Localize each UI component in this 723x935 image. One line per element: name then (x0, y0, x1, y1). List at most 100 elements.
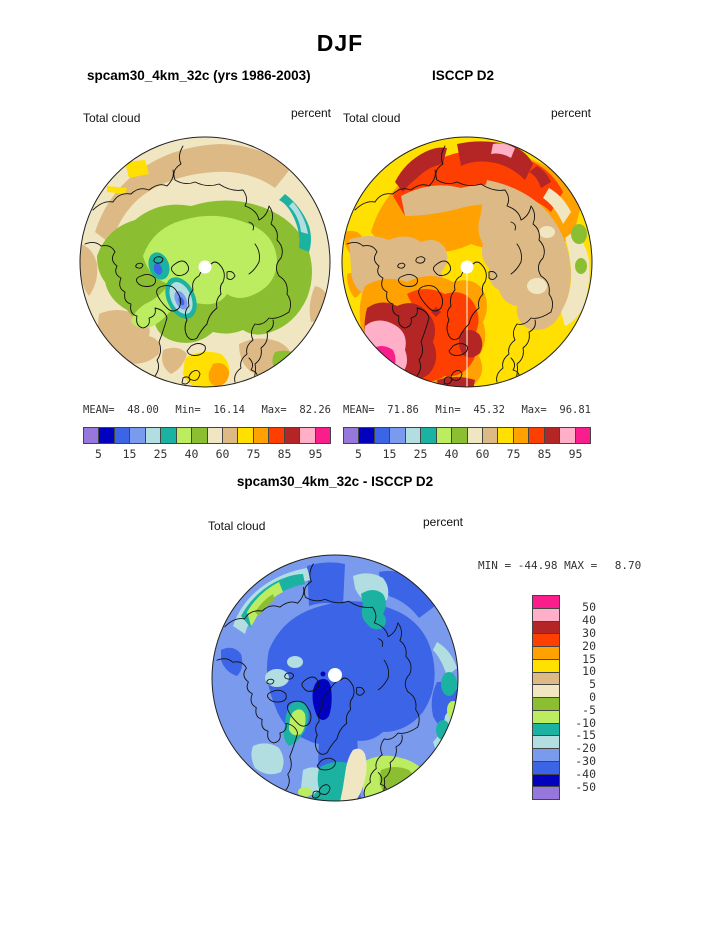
colorbar-tick-label: 95 (568, 447, 583, 461)
colorbar-tick-label: -40 (575, 766, 596, 781)
colorbar-cell (404, 427, 422, 444)
colorbar-cell (252, 427, 270, 444)
colorbar-cell (98, 427, 115, 444)
colorbar-cell (559, 427, 576, 444)
colorbar-tick-label: 50 (582, 600, 596, 615)
colorbar-tick-label: 95 (308, 447, 323, 461)
colorbar-cell (532, 646, 560, 660)
mean-value: 71.86 (387, 404, 419, 416)
left-colorbar-ticks: 5 15 25 40 60 75 85 95 (83, 447, 343, 461)
left-stats-row: MEAN= 48.00 Min= 16.14 Max= 82.26 (83, 404, 331, 416)
colorbar-tick-label: 10 (582, 664, 596, 679)
colorbar-cell (268, 427, 285, 444)
colorbar-cell (358, 427, 375, 444)
left-field-label: Total cloud (83, 111, 141, 125)
min-value: 16.14 (213, 404, 245, 416)
right-field-label: Total cloud (343, 111, 401, 125)
colorbar-tick-label: 20 (582, 638, 596, 653)
map-model-total-cloud (79, 136, 331, 388)
colorbar-cell (532, 620, 560, 635)
left-panel-title: spcam30_4km_32c (yrs 1986-2003) (87, 68, 311, 83)
left-colorbar (83, 427, 331, 444)
colorbar-cell (299, 427, 316, 444)
colorbar-tick-label: 15 (122, 447, 137, 461)
mean-label: MEAN= (343, 404, 375, 416)
colorbar-cell (373, 427, 391, 444)
pole-dot (198, 260, 212, 274)
colorbar-cell (532, 722, 560, 737)
colorbar-cell (532, 633, 560, 647)
colorbar-cell (532, 684, 560, 698)
colorbar-tick-label: 40 (444, 447, 459, 461)
diff-min-label: MIN = (478, 559, 512, 572)
colorbar-cell (481, 427, 499, 444)
diff-max-label: MAX = (564, 559, 598, 572)
max-label: Max= (261, 404, 287, 416)
colorbar-cell (574, 427, 591, 444)
right-panel-title: ISCCP D2 (432, 68, 495, 83)
mean-value: 48.00 (127, 404, 159, 416)
colorbar-cell (466, 427, 483, 444)
colorbar-cell (237, 427, 254, 444)
colorbar-cell (532, 760, 560, 775)
colorbar-tick-label: -10 (575, 715, 596, 730)
colorbar-cell (160, 427, 177, 444)
colorbar-cell (532, 748, 560, 762)
colorbar-cell (420, 427, 437, 444)
colorbar-tick-label: 85 (537, 447, 552, 461)
colorbar-cell (532, 773, 560, 788)
colorbar-cell (221, 427, 239, 444)
colorbar-tick-label: -30 (575, 754, 596, 769)
max-label: Max= (521, 404, 547, 416)
colorbar-cell (113, 427, 131, 444)
colorbar-cell (191, 427, 208, 444)
colorbar-tick-label: 25 (153, 447, 168, 461)
colorbar-cell (435, 427, 453, 444)
colorbar-cell (532, 786, 560, 800)
colorbar-cell (175, 427, 193, 444)
colorbar-cell (532, 735, 560, 749)
colorbar-cell (543, 427, 561, 444)
map-boundary (79, 136, 331, 388)
min-label: Min= (435, 404, 461, 416)
colorbar-tick-label: 30 (582, 625, 596, 640)
colorbar-tick-label: -5 (582, 702, 596, 717)
colorbar-cell (528, 427, 545, 444)
diff-max-value: 8.70 (614, 559, 642, 572)
colorbar-tick-label: -50 (575, 779, 596, 794)
colorbar-cell (389, 427, 406, 444)
colorbar-cell (314, 427, 331, 444)
right-units-label: percent (550, 106, 591, 120)
diff-stats-row: MIN = -44.98 MAX = 8.70 (478, 559, 641, 572)
colorbar-tick-label: 40 (184, 447, 199, 461)
pole-dot (328, 668, 342, 682)
colorbar-cell (532, 709, 560, 724)
colorbar-tick-label: 5 (355, 447, 362, 461)
colorbar-cell (451, 427, 468, 444)
colorbar-tick-label: 75 (246, 447, 261, 461)
colorbar-cell (283, 427, 301, 444)
max-value: 96.81 (559, 404, 591, 416)
colorbar-cell (532, 607, 560, 622)
colorbar-tick-label: 75 (506, 447, 521, 461)
mean-label: MEAN= (83, 404, 115, 416)
colorbar-tick-label: 60 (475, 447, 490, 461)
colorbar-cell (532, 671, 560, 686)
diff-min-value: -44.98 (517, 559, 558, 572)
diff-colorbar (532, 595, 560, 800)
min-label: Min= (175, 404, 201, 416)
colorbar-cell (144, 427, 162, 444)
diff-colorbar-ticks: 50 40 30 20 15 10 5 0 -5 -10 -15 -20 -30 -40 -50 (562, 595, 596, 800)
right-stats-row: MEAN= 71.86 Min= 45.32 Max= 96.81 (343, 404, 591, 416)
colorbar-tick-label: 15 (382, 447, 397, 461)
colorbar-cell (532, 697, 560, 711)
colorbar-tick-label: 25 (413, 447, 428, 461)
colorbar-cell (83, 427, 100, 444)
colorbar-cell (512, 427, 530, 444)
colorbar-tick-label: 85 (277, 447, 292, 461)
pole-dot (460, 260, 474, 274)
colorbar-tick-label: -20 (575, 741, 596, 756)
colorbar-cell (206, 427, 223, 444)
colorbar-cell (532, 595, 560, 609)
map-isccp-total-cloud (341, 136, 593, 388)
